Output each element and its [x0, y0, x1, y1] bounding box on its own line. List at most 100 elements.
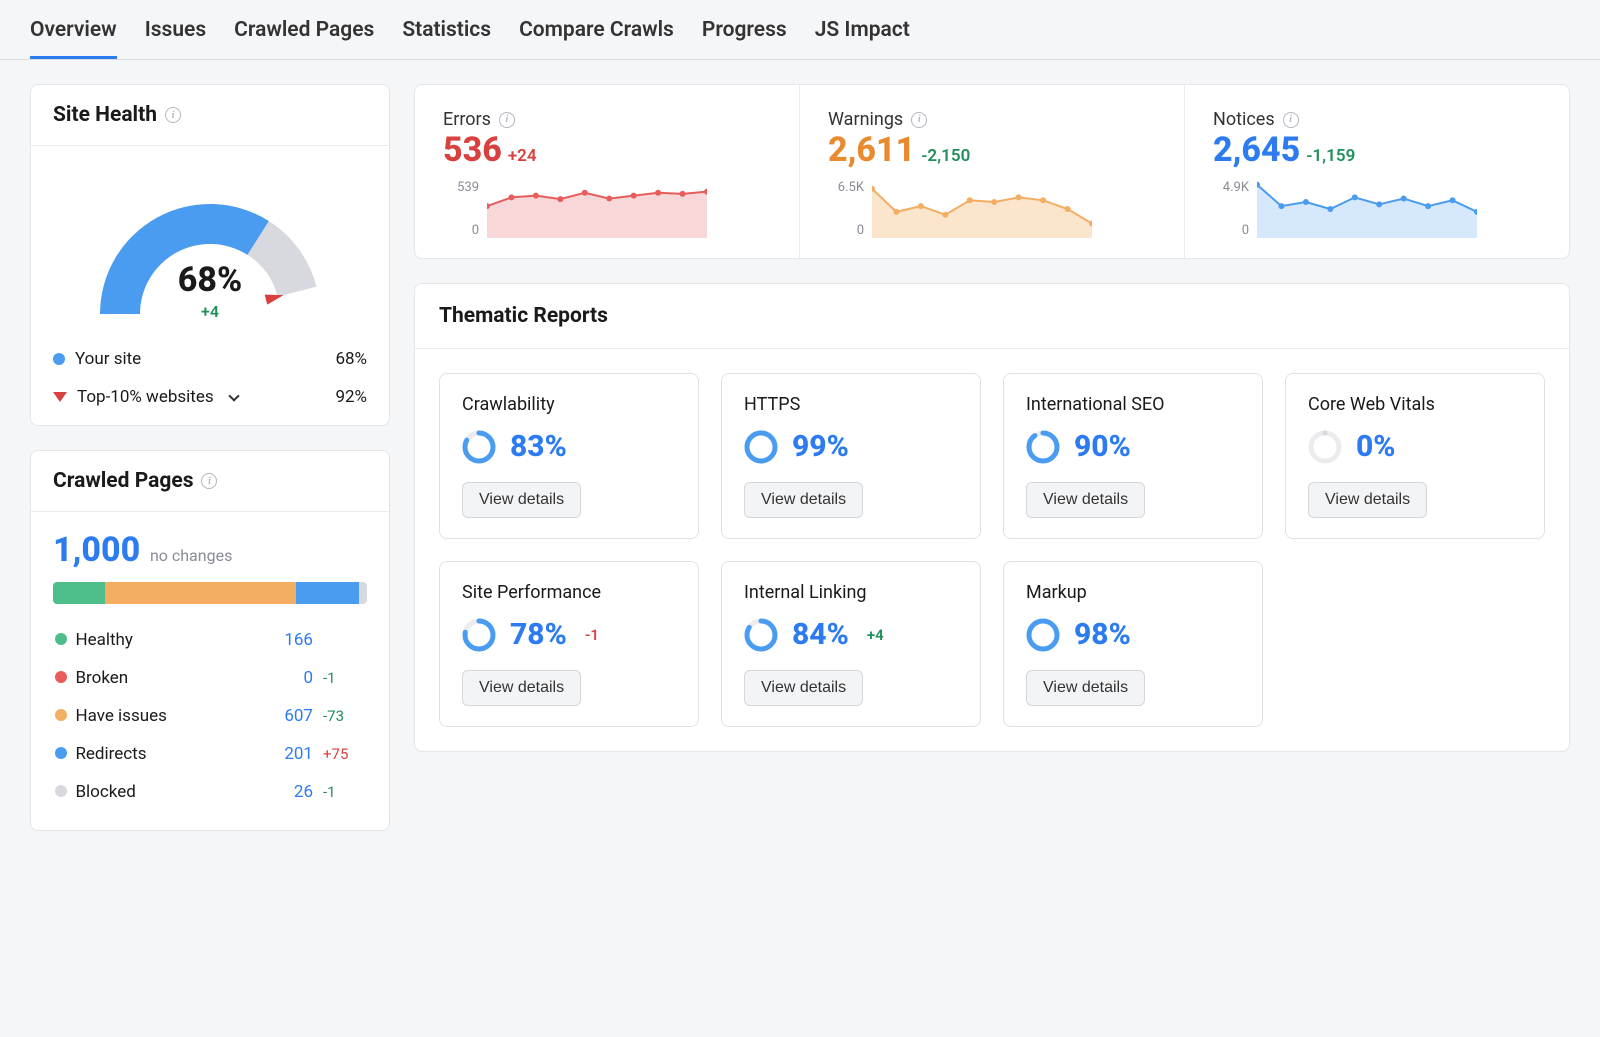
y-top: 4.9K: [1213, 180, 1249, 195]
metric-title: Errors: [443, 109, 491, 130]
chevron-down-icon[interactable]: [228, 390, 239, 401]
metric-warnings[interactable]: Warningsi2,611-2,1506.5K0: [799, 85, 1184, 258]
donut-icon: [744, 618, 778, 652]
crawl-delta: -1: [315, 660, 365, 696]
crawl-count: 166: [253, 622, 313, 658]
dot-icon: [53, 353, 65, 365]
donut-icon: [1308, 430, 1342, 464]
crawl-row[interactable]: Broken0-1: [55, 660, 365, 696]
y-bot: 0: [828, 223, 864, 238]
sparkline: [872, 180, 1092, 238]
crawl-row[interactable]: Redirects201+75: [55, 736, 365, 772]
gauge-value: 68%: [178, 260, 242, 300]
view-details-button[interactable]: View details: [1026, 482, 1145, 518]
report-card-crawlability: Crawlability83%View details: [439, 373, 699, 539]
metric-title: Notices: [1213, 109, 1275, 130]
donut-icon: [1026, 618, 1060, 652]
tab-js-impact[interactable]: JS Impact: [815, 18, 910, 59]
crawl-delta: -1: [315, 774, 365, 810]
donut-icon: [462, 618, 496, 652]
tab-statistics[interactable]: Statistics: [402, 18, 491, 59]
crawled-stackbar: [53, 582, 367, 604]
segment-redirects[interactable]: [296, 582, 359, 604]
report-card-international-seo: International SEO 90% View details: [1003, 373, 1263, 539]
segment-blocked[interactable]: [359, 582, 367, 604]
info-icon[interactable]: i: [911, 112, 927, 128]
report-pct: 90%: [1074, 429, 1131, 464]
donut-icon: [1026, 430, 1060, 464]
crawled-pages-card: Crawled Pages i 1,000 no changes Healthy…: [30, 450, 390, 831]
site-health-card: Site Health i 68% +4 Your site68%Top-10%…: [30, 84, 390, 426]
tab-crawled-pages[interactable]: Crawled Pages: [234, 18, 374, 59]
metrics-card: Errorsi536+245390Warningsi2,611-2,1506.5…: [414, 84, 1570, 259]
report-title: Site Performance: [462, 582, 676, 603]
report-pct: 83%: [510, 429, 567, 464]
donut-icon: [744, 430, 778, 464]
info-icon[interactable]: i: [499, 112, 515, 128]
dot-icon: [55, 709, 67, 721]
report-card-site-performance: Site Performance78%-1View details: [439, 561, 699, 727]
tab-issues[interactable]: Issues: [145, 18, 206, 59]
info-icon[interactable]: i: [165, 107, 181, 123]
crawl-count: 201: [253, 736, 313, 772]
crawl-count: 26: [253, 774, 313, 810]
view-details-button[interactable]: View details: [462, 670, 581, 706]
crawl-row[interactable]: Blocked 26-1: [55, 774, 365, 810]
dot-icon: [55, 671, 67, 683]
crawl-row[interactable]: Healthy166: [55, 622, 365, 658]
report-title: International SEO: [1026, 394, 1240, 415]
metric-value: 536: [443, 130, 502, 170]
segment-issues[interactable]: [105, 582, 296, 604]
legend-row[interactable]: Top-10% websites92%: [53, 387, 367, 407]
view-details-button[interactable]: View details: [744, 482, 863, 518]
segment-healthy[interactable]: [53, 582, 105, 604]
report-title: Core Web Vitals: [1308, 394, 1522, 415]
crawl-delta: +75: [315, 736, 365, 772]
report-card-core-web-vitals: Core Web Vitals 0% View details: [1285, 373, 1545, 539]
view-details-button[interactable]: View details: [744, 670, 863, 706]
site-health-title: Site Health: [53, 103, 157, 127]
legend-value: 92%: [335, 387, 367, 407]
report-delta: -1: [585, 626, 599, 644]
tab-bar: Overview Issues Crawled Pages Statistics Com…: [0, 0, 1600, 60]
legend-label: Your site: [75, 349, 141, 369]
y-bot: 0: [443, 223, 479, 238]
metric-errors[interactable]: Errorsi536+245390: [415, 85, 799, 258]
crawl-row[interactable]: Have issues607-73: [55, 698, 365, 734]
tab-compare-crawls[interactable]: Compare Crawls: [519, 18, 674, 59]
info-icon[interactable]: i: [201, 473, 217, 489]
tab-progress[interactable]: Progress: [702, 18, 787, 59]
report-pct: 0%: [1356, 429, 1396, 464]
y-top: 6.5K: [828, 180, 864, 195]
legend-row: Your site 68%: [53, 349, 367, 369]
report-title: Internal Linking: [744, 582, 958, 603]
info-icon[interactable]: i: [1283, 112, 1299, 128]
report-card-internal-linking: Internal Linking 84% +4 View details: [721, 561, 981, 727]
triangle-down-icon: [53, 392, 67, 402]
crawl-delta: [315, 622, 365, 658]
view-details-button[interactable]: View details: [1308, 482, 1427, 518]
report-card-https: HTTPS99%View details: [721, 373, 981, 539]
crawl-label: Have issues: [75, 706, 166, 726]
metric-delta: -1,159: [1306, 146, 1355, 166]
crawl-label: Blocked: [75, 782, 135, 802]
y-bot: 0: [1213, 223, 1249, 238]
tab-overview[interactable]: Overview: [30, 18, 117, 59]
crawled-total[interactable]: 1,000: [53, 530, 140, 570]
dot-icon: [55, 785, 67, 797]
sparkline: [1257, 180, 1477, 238]
view-details-button[interactable]: View details: [1026, 670, 1145, 706]
view-details-button[interactable]: View details: [462, 482, 581, 518]
crawl-label: Broken: [75, 668, 128, 688]
dot-icon: [55, 633, 67, 645]
report-card-markup: Markup 98% View details: [1003, 561, 1263, 727]
crawled-title: Crawled Pages: [53, 469, 193, 493]
crawled-breakdown: Healthy166 Broken0-1 Have issues607-73 R…: [53, 620, 367, 812]
metric-notices[interactable]: Noticesi2,645-1,1594.9K0: [1184, 85, 1569, 258]
report-title: Markup: [1026, 582, 1240, 603]
report-pct: 98%: [1074, 617, 1131, 652]
legend-value: 68%: [335, 349, 367, 369]
report-pct: 84%: [792, 617, 849, 652]
sparkline: [487, 180, 707, 238]
report-delta: +4: [867, 626, 884, 644]
